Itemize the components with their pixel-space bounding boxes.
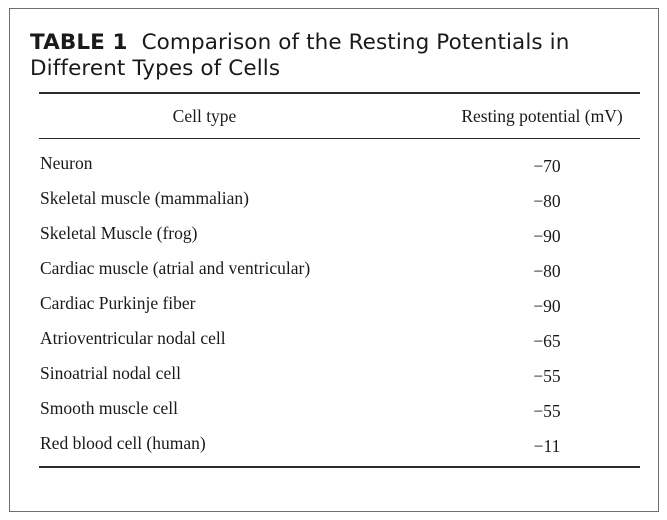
cell-type: Smooth muscle cell: [40, 398, 179, 418]
table-label: TABLE 1: [30, 30, 128, 55]
resting-potential-value: −55: [533, 401, 561, 421]
table-header-rule: [39, 138, 640, 139]
table-row: Smooth muscle cell −55: [39, 398, 640, 432]
resting-potential-value: −80: [533, 261, 561, 281]
column-header-resting-potential: Resting potential (mV): [461, 106, 623, 126]
table-row: Sinoatrial nodal cell −55: [39, 363, 640, 397]
table-row: Atrioventricular nodal cell −65: [39, 328, 640, 362]
table-caption: TABLE 1 Comparison of the Resting Potenti…: [30, 30, 630, 82]
table-row: Neuron −70: [39, 153, 640, 187]
resting-potential-value: −11: [533, 436, 561, 456]
cell-type: Skeletal Muscle (frog): [40, 223, 198, 243]
cell-type: Red blood cell (human): [40, 433, 206, 453]
caption-line-1: Comparison of the Resting Potentials in: [141, 30, 570, 55]
cell-type: Neuron: [40, 153, 93, 173]
resting-potential-value: −90: [533, 226, 561, 246]
resting-potential-value: −80: [533, 191, 561, 211]
column-header-cell-type: Cell type: [172, 106, 237, 126]
cell-type: Skeletal muscle (mammalian): [40, 188, 249, 208]
table-row: Skeletal Muscle (frog) −90: [39, 223, 640, 257]
caption-line-2: Different Types of Cells: [30, 56, 281, 81]
resting-potential-value: −65: [533, 331, 561, 351]
table-row: Red blood cell (human) −11: [39, 433, 640, 467]
cell-type: Atrioventricular nodal cell: [40, 328, 226, 348]
table-row: Skeletal muscle (mammalian) −80: [39, 188, 640, 222]
resting-potential-value: −55: [533, 366, 561, 386]
table-row: Cardiac Purkinje fiber −90: [39, 293, 640, 327]
table-row: Cardiac muscle (atrial and ventricular) …: [39, 258, 640, 292]
cell-type: Cardiac Purkinje fiber: [40, 293, 196, 313]
cell-type: Cardiac muscle (atrial and ventricular): [40, 258, 311, 278]
cell-type: Sinoatrial nodal cell: [40, 363, 181, 383]
table-top-rule: [39, 92, 640, 94]
resting-potential-value: −70: [533, 156, 561, 176]
resting-potential-value: −90: [533, 296, 561, 316]
table-bottom-rule: [39, 466, 640, 468]
